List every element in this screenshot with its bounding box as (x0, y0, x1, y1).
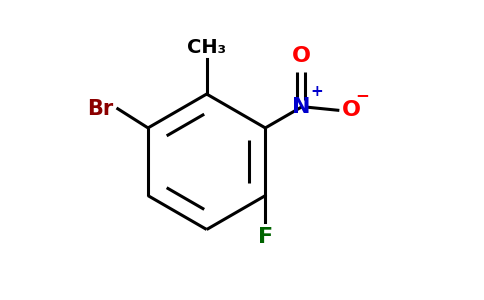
Text: O: O (342, 100, 361, 120)
Text: −: − (355, 86, 369, 104)
Text: F: F (258, 226, 273, 247)
Text: N: N (292, 97, 310, 117)
Text: O: O (291, 46, 311, 66)
Text: CH₃: CH₃ (187, 38, 226, 57)
Text: Br: Br (87, 99, 113, 119)
Text: +: + (310, 84, 323, 99)
